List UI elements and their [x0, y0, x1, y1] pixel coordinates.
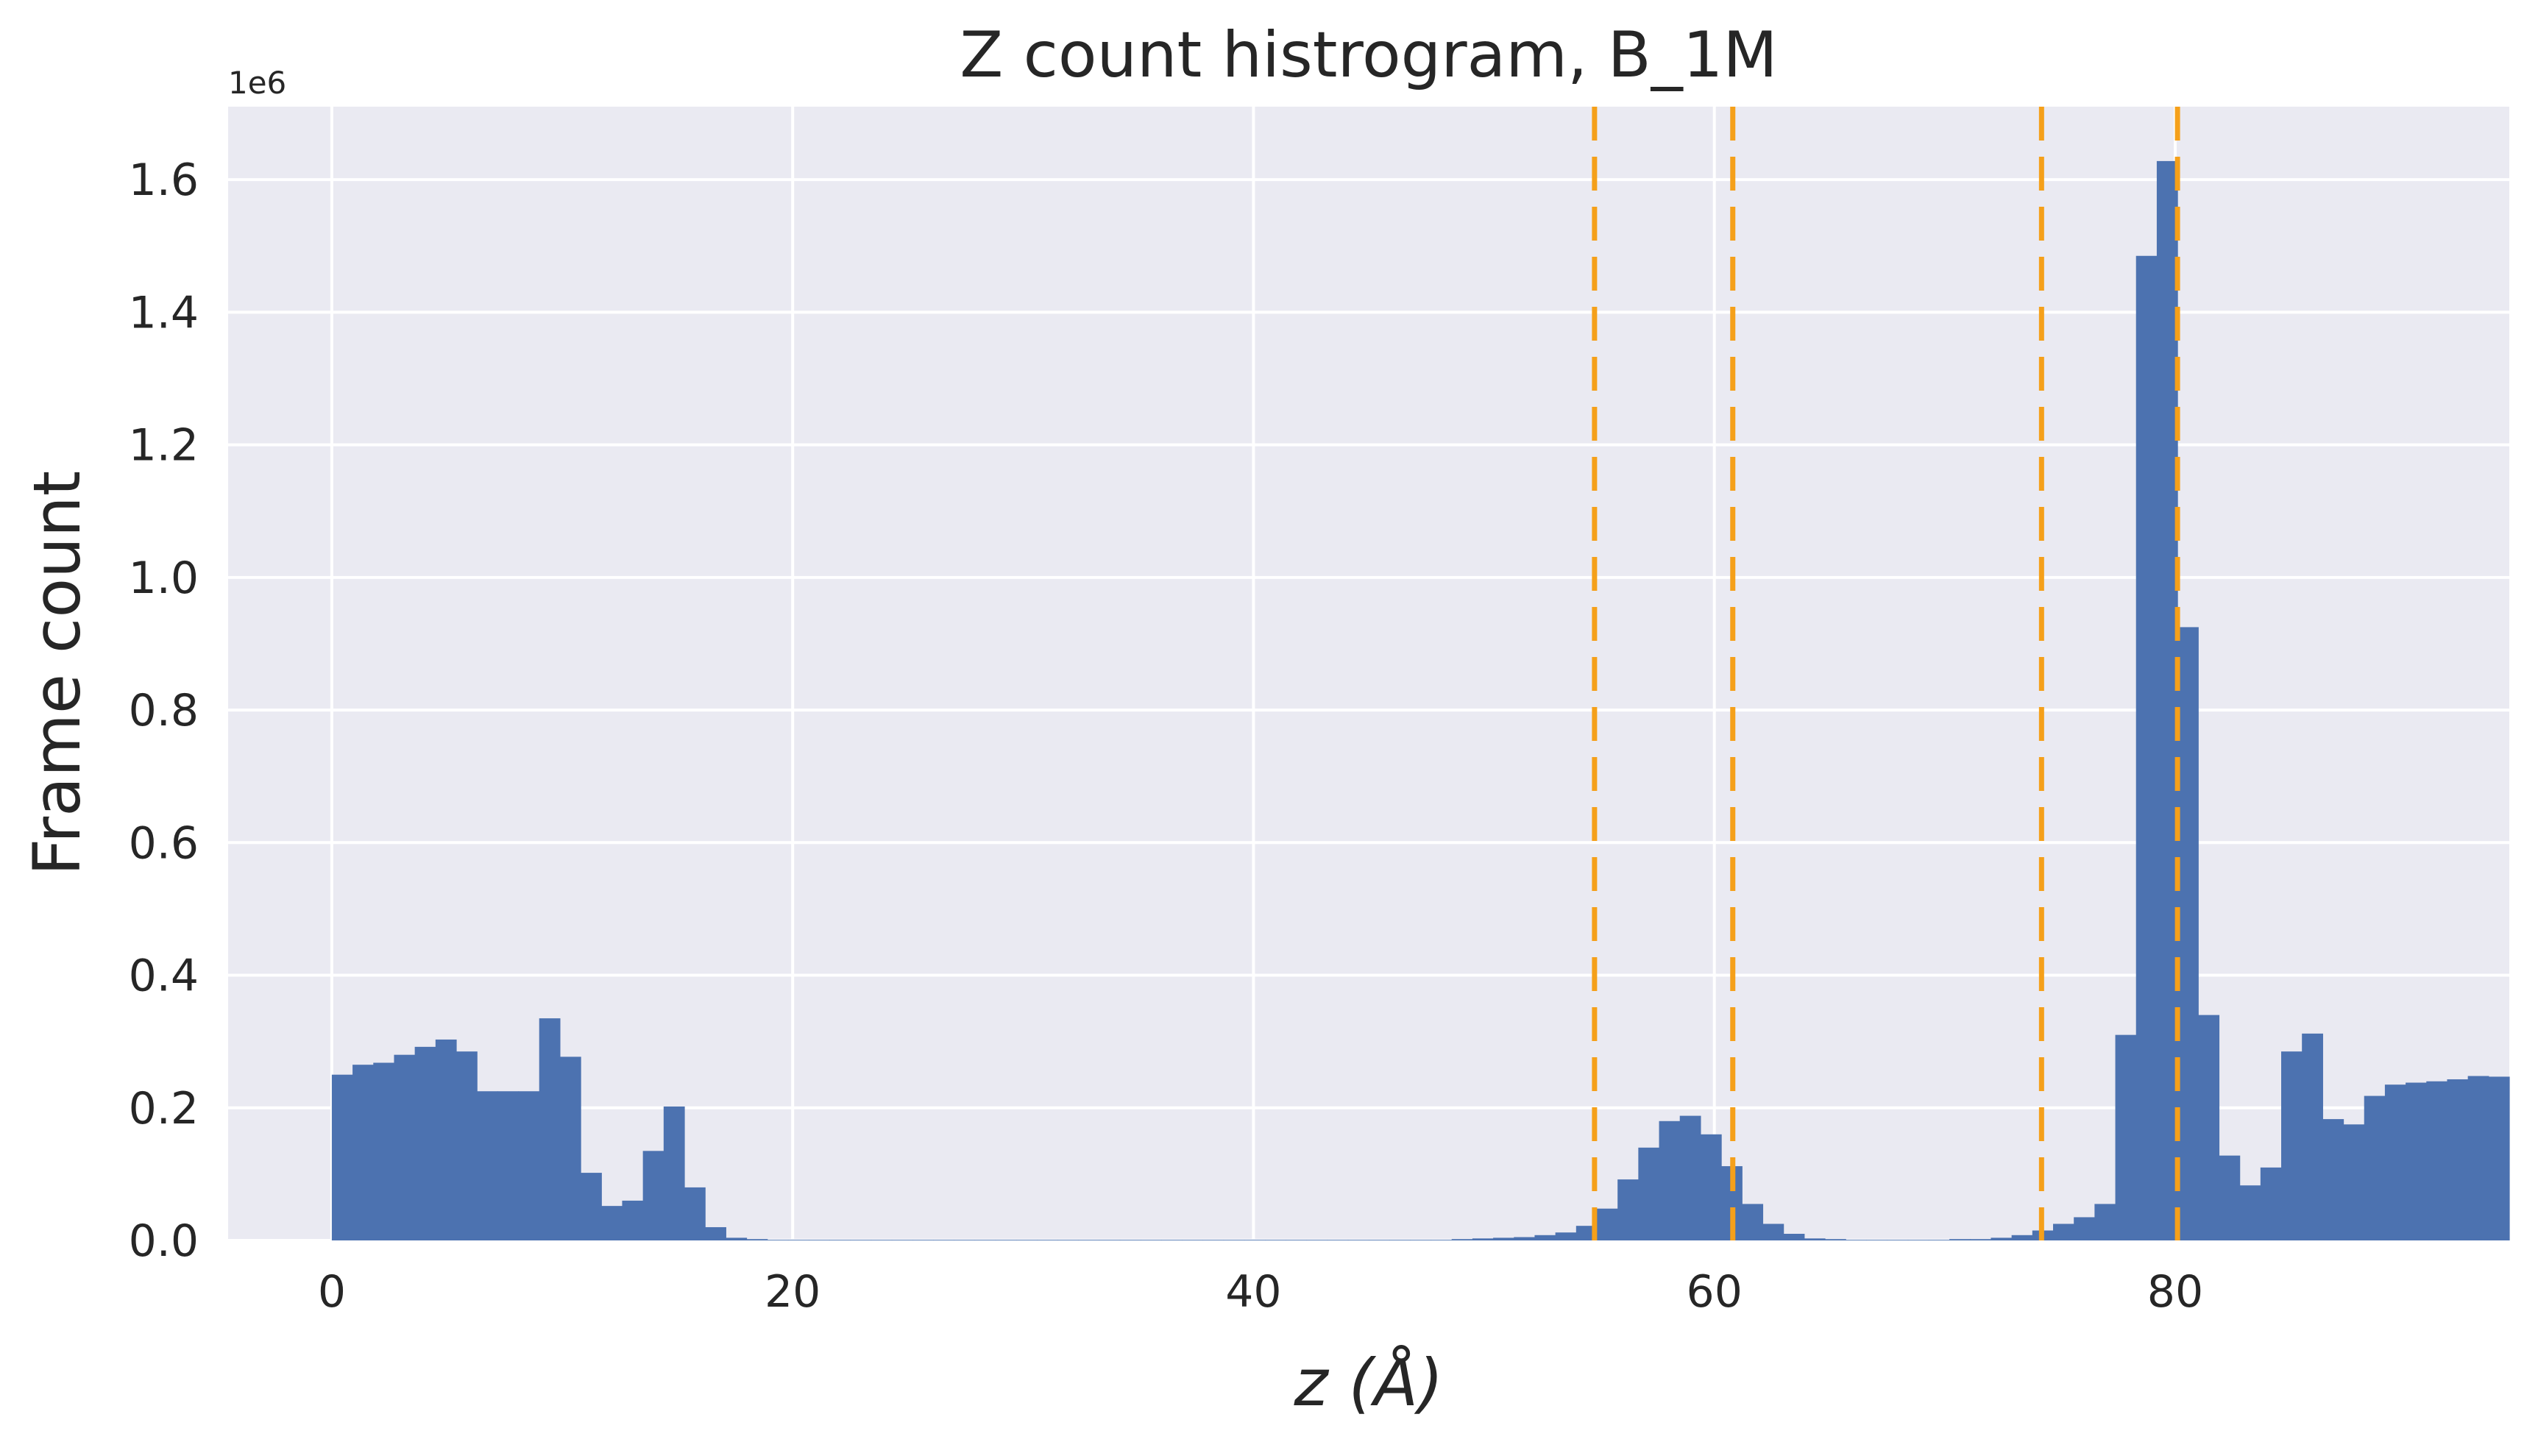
- x-tick-label: 0: [318, 1266, 346, 1318]
- x-tick-label: 80: [2147, 1266, 2203, 1318]
- y-tick-labels: 0.0 0.2 0.4 0.6 0.8 1.0 1.2 1.4 1.6: [129, 155, 199, 1267]
- y-offset-label: 1e6: [228, 65, 286, 101]
- histogram-bar: [1597, 1208, 1618, 1240]
- histogram-bar: [601, 1206, 623, 1240]
- y-tick-label: 0.6: [129, 817, 199, 869]
- histogram-bar: [1617, 1179, 1639, 1240]
- x-gridlines: [330, 107, 2177, 1240]
- histogram-bar: [1970, 1239, 1992, 1240]
- histogram-bar: [2177, 627, 2199, 1240]
- histogram-bar: [1534, 1235, 1556, 1240]
- x-axis-label: z (Å): [1293, 1345, 1443, 1421]
- histogram-bar: [663, 1106, 685, 1240]
- histogram-bar: [1493, 1237, 1514, 1240]
- histogram-bar: [1804, 1238, 1826, 1240]
- histogram-bar: [2094, 1204, 2116, 1240]
- reference-dashed-lines: [1592, 107, 2180, 1240]
- histogram-bar: [2239, 1185, 2261, 1240]
- histogram-bar: [1638, 1147, 1660, 1240]
- histogram-bar: [2053, 1224, 2074, 1240]
- histogram-bar: [622, 1200, 644, 1240]
- histogram-bar: [642, 1151, 664, 1240]
- histogram-bar: [2364, 1095, 2386, 1240]
- y-tick-label: 1.0: [129, 553, 199, 604]
- x-tick-labels: 0 20 40 60 80: [318, 1266, 2203, 1318]
- histogram-bar: [2384, 1084, 2406, 1240]
- histogram-bar: [2447, 1079, 2469, 1240]
- y-tick-label: 1.2: [129, 420, 199, 472]
- histogram-bar: [352, 1065, 374, 1240]
- y-tick-label: 0.2: [129, 1083, 199, 1134]
- histogram-bar: [2426, 1081, 2448, 1240]
- histogram-bar: [2488, 1076, 2510, 1240]
- histogram-bar: [2011, 1235, 2033, 1240]
- histogram-bars: [331, 160, 2510, 1241]
- y-axis-label: Frame count: [19, 471, 95, 876]
- histogram-bar: [1659, 1121, 1681, 1240]
- histogram-bar: [1472, 1238, 1494, 1240]
- histogram-bar: [1679, 1115, 1701, 1240]
- histogram-bar: [497, 1091, 520, 1240]
- histogram-bar: [477, 1091, 498, 1240]
- histogram-bar: [2406, 1082, 2427, 1240]
- histogram-bar: [414, 1046, 436, 1240]
- histogram-bar: [559, 1057, 581, 1240]
- histogram-bar: [539, 1018, 561, 1240]
- histogram-bar: [1949, 1239, 1971, 1240]
- histogram-bar: [2302, 1033, 2323, 1240]
- histogram-bar: [684, 1187, 706, 1240]
- histogram-bar: [518, 1091, 540, 1240]
- histogram-bar: [1451, 1239, 1473, 1240]
- histogram-bar: [2156, 160, 2178, 1241]
- histogram-bar: [373, 1062, 395, 1240]
- histogram-bar: [2260, 1167, 2282, 1240]
- y-tick-label: 1.4: [129, 287, 199, 338]
- histogram-bar: [1555, 1232, 1577, 1240]
- y-tick-label: 0.8: [129, 685, 199, 736]
- histogram-bar: [1783, 1233, 1805, 1240]
- histogram-bar: [394, 1054, 416, 1240]
- y-tick-label: 0.0: [129, 1215, 199, 1267]
- y-tick-label: 0.4: [129, 951, 199, 1002]
- histogram-bar: [1762, 1224, 1784, 1240]
- histogram-bar: [1991, 1237, 2013, 1240]
- histogram-bar: [456, 1051, 478, 1240]
- histogram-bar: [1700, 1134, 1722, 1240]
- histogram-bar: [2467, 1076, 2489, 1240]
- chart-title: Z count histrogram, B_1M: [960, 18, 1777, 92]
- histogram-bar: [2074, 1217, 2095, 1240]
- histogram-bar: [746, 1239, 768, 1240]
- x-tick-label: 40: [1225, 1266, 1281, 1318]
- histogram-bar: [2219, 1155, 2241, 1240]
- y-tick-label: 1.6: [129, 155, 199, 206]
- histogram-bar: [2322, 1119, 2344, 1240]
- histogram-bar: [331, 1074, 353, 1240]
- histogram-bar: [2198, 1015, 2220, 1240]
- histogram-bar: [2343, 1124, 2365, 1240]
- histogram-bar: [2135, 255, 2158, 1240]
- histogram-bar: [435, 1039, 457, 1240]
- histogram-bar: [1742, 1204, 1764, 1240]
- x-tick-label: 20: [765, 1266, 820, 1318]
- histogram-bar: [1825, 1239, 1846, 1240]
- histogram-bar: [726, 1237, 748, 1240]
- histogram-bar: [2281, 1051, 2303, 1240]
- histogram-bar: [705, 1226, 726, 1240]
- histogram-bar: [581, 1173, 602, 1240]
- histogram-bar: [1514, 1237, 1536, 1240]
- histogram-bar: [2115, 1034, 2137, 1240]
- x-tick-label: 60: [1687, 1266, 1743, 1318]
